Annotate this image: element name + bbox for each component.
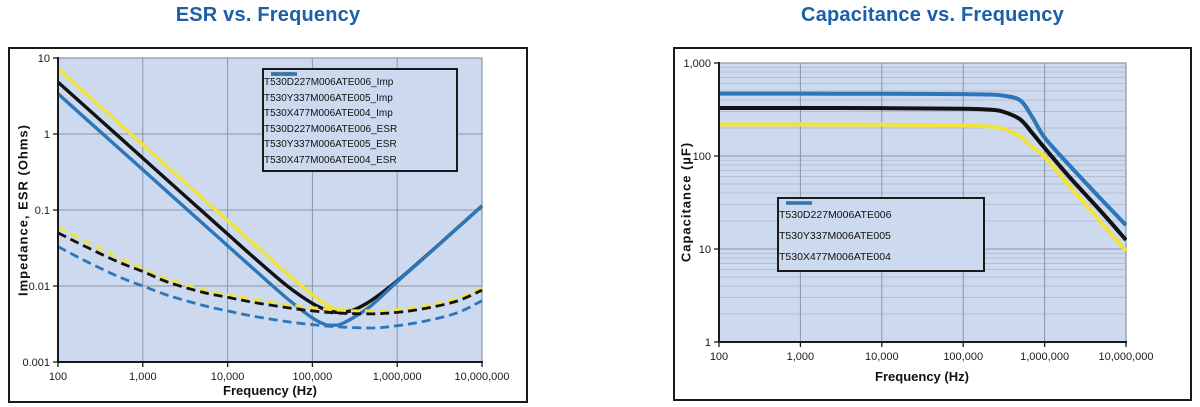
legend-label: T530X477M006ATE004_Imp [264,108,393,120]
series-T530Y337M006ATE005 [718,106,1127,242]
capacitance-x-axis-label: Frequency (Hz) [875,369,969,384]
y-tick-label: 10 [38,53,50,65]
capacitance-y-axis-label: Capacitance (µF) [678,141,694,263]
x-tick-label: 1,000 [787,351,815,363]
legend-label: T530Y337M006ATE005 [779,229,891,242]
legend-item: T530X477M006ATE004_ESR [264,72,456,169]
legend-item: T530Y337M006ATE005_Imp [264,72,456,107]
y-tick-label: 1 [44,129,50,141]
y-tick-label: 0.1 [35,205,50,217]
legend-label: T530X477M006ATE004_ESR [264,154,397,166]
series-T530X477M006ATE004_ESR [57,245,483,330]
legend-label: T530Y337M006ATE005_ESR [264,139,397,151]
legend-item: T530Y337M006ATE005_ESR [264,72,456,153]
x-tick-label: 1,000 [129,371,157,383]
y-tick-label: 1 [705,337,711,349]
legend-item: T530X477M006ATE004 [779,201,983,267]
legend-label: T530D227M006ATE006 [779,208,892,221]
x-tick-label: 1,000,000 [1020,351,1069,363]
chart-frame-capacitance: 100 1,000 10,000 100,000 1,000,000 10,000,000… [673,47,1192,401]
series-T530X477M006ATE004 [719,91,1127,227]
y-tick-label: 0.01 [29,281,50,293]
x-tick-label: 100,000 [943,351,983,363]
chart-frame-esr: 100 1,000 10,000 100,000 1,000,000 10,000,000… [8,47,528,403]
legend-item: T530Y337M006ATE005 [779,201,983,246]
x-tick-label: 100 [49,371,67,383]
capacitance-legend: T530D227M006ATE006 T530Y337M006ATE005 T530… [777,197,985,272]
legend-label: T530D227M006ATE006_Imp [264,77,394,89]
chart-title-esr: ESR vs. Frequency [175,4,361,26]
x-tick-label: 100 [710,351,728,363]
legend-item: T530D227M006ATE006 [779,201,983,225]
series-T530D227M006ATE006 [719,122,1127,253]
y-tick-label: 0.001 [22,357,50,369]
series-T530Y337M006ATE005_ESR [57,231,483,316]
legend-item: T530D227M006ATE006_ESR [264,72,456,138]
legend-label: T530Y337M006ATE005_Imp [264,92,393,104]
legend-item: T530X477M006ATE004_Imp [264,72,456,122]
esr-x-axis-label: Frequency (Hz) [223,383,317,398]
y-tick-label: 10 [699,244,711,256]
chart-title-capacitance: Capacitance vs. Frequency [801,4,1064,26]
legend-swatch-solid [786,201,812,205]
legend-label: T530D227M006ATE006_ESR [264,123,398,135]
x-tick-label: 10,000 [865,351,899,363]
legend-label: T530X477M006ATE004 [779,250,891,263]
esr-y-axis-label: Impedance, ESR (Ohms) [15,124,31,296]
x-tick-label: 10,000 [211,371,245,383]
x-tick-label: 10,000,000 [454,371,509,383]
y-tick-label: 100 [693,151,711,163]
legend-swatch-dashed [271,72,297,76]
esr-legend: T530D227M006ATE006_Imp T530Y337M006ATE005… [262,68,458,172]
x-tick-label: 100,000 [293,371,333,383]
y-tick-label: 1,000 [683,58,711,70]
series-T530D227M006ATE006_ESR [57,225,483,313]
x-tick-label: 1,000,000 [373,371,422,383]
x-tick-label: 10,000,000 [1098,351,1153,363]
